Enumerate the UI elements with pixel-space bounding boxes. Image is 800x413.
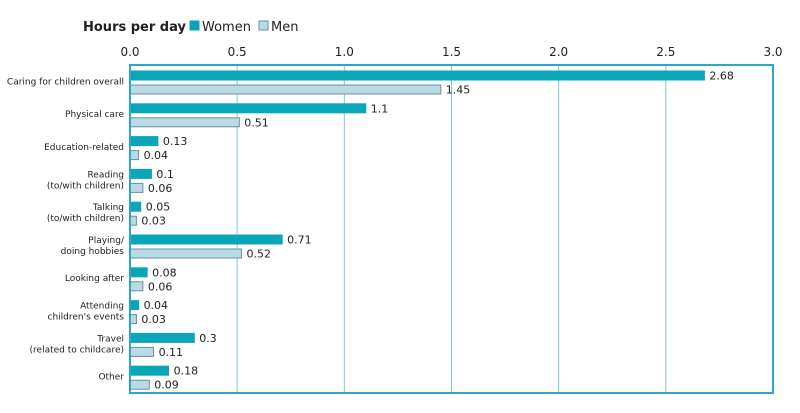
bar-men bbox=[129, 182, 144, 193]
bar-women bbox=[129, 267, 148, 278]
legend-swatch-men bbox=[258, 20, 269, 31]
data-label-men: 0.06 bbox=[148, 182, 173, 195]
legend-label-men: Men bbox=[271, 20, 298, 35]
x-tick-label: 2.0 bbox=[549, 45, 568, 59]
legend-label-women: Women bbox=[202, 20, 251, 35]
data-label-women: 0.08 bbox=[152, 266, 177, 279]
bar-men bbox=[129, 117, 240, 128]
category-label: Playing/ bbox=[88, 236, 125, 246]
bars: 2.681.451.10.510.130.040.10.060.050.030.… bbox=[129, 70, 734, 392]
category-label: Travel bbox=[96, 334, 124, 344]
data-label-men: 0.09 bbox=[154, 379, 179, 392]
bar-women bbox=[129, 103, 367, 114]
data-label-men: 0.03 bbox=[141, 215, 166, 228]
bar-women bbox=[129, 70, 705, 81]
data-label-men: 0.06 bbox=[148, 280, 173, 293]
category-label: Attending bbox=[80, 302, 124, 312]
data-label-women: 0.13 bbox=[163, 135, 188, 148]
bar-men bbox=[129, 150, 140, 161]
gridlines bbox=[236, 65, 667, 393]
bar-women bbox=[129, 234, 283, 245]
x-tick-label: 3.0 bbox=[763, 45, 782, 59]
bar-women bbox=[129, 136, 159, 147]
x-tick-label: 2.5 bbox=[656, 45, 675, 59]
bar-women bbox=[129, 300, 140, 311]
legend: Hours per day Women Men bbox=[83, 20, 298, 35]
data-label-men: 1.45 bbox=[446, 84, 471, 97]
data-label-women: 2.68 bbox=[709, 70, 734, 83]
category-label: (related to childcare) bbox=[30, 345, 124, 355]
x-tick-label: 1.0 bbox=[335, 45, 354, 59]
data-label-men: 0.51 bbox=[244, 116, 269, 129]
data-label-women: 1.1 bbox=[371, 102, 389, 115]
category-label: Physical care bbox=[65, 110, 124, 120]
bar-men bbox=[129, 379, 150, 390]
bar-men bbox=[129, 84, 442, 95]
bar-women bbox=[129, 168, 152, 179]
bar-men bbox=[129, 346, 155, 357]
category-label: Other bbox=[98, 373, 124, 383]
category-label: children's events bbox=[48, 313, 125, 323]
x-axis-ticks: 0.0 0.5 1.0 1.5 2.0 2.5 3.0 bbox=[120, 45, 782, 59]
category-label: (to/with children) bbox=[47, 181, 124, 191]
data-label-women: 0.3 bbox=[199, 332, 217, 345]
data-label-men: 0.11 bbox=[159, 346, 184, 359]
legend-swatch-women bbox=[189, 20, 200, 31]
legend-title: Hours per day bbox=[83, 20, 186, 35]
data-label-women: 0.05 bbox=[146, 201, 171, 214]
category-label: Reading bbox=[87, 170, 124, 180]
data-label-men: 0.03 bbox=[141, 313, 166, 326]
data-label-men: 0.52 bbox=[246, 248, 271, 261]
x-tick-label: 0.5 bbox=[228, 45, 247, 59]
category-label: Talking bbox=[92, 203, 124, 213]
category-label: (to/with children) bbox=[47, 214, 124, 224]
category-label: Looking after bbox=[65, 274, 124, 284]
bar-women bbox=[129, 332, 195, 343]
bar-women bbox=[129, 201, 142, 212]
bar-women bbox=[129, 365, 170, 376]
bar-men bbox=[129, 248, 242, 259]
category-labels: Caring for children overall Physical care… bbox=[7, 77, 125, 382]
data-label-women: 0.71 bbox=[287, 234, 312, 247]
data-label-women: 0.18 bbox=[174, 365, 199, 378]
x-tick-label: 1.5 bbox=[442, 45, 461, 59]
data-label-women: 0.1 bbox=[156, 168, 174, 181]
plot-frame bbox=[129, 64, 774, 394]
x-tick-label: 0.0 bbox=[120, 45, 139, 59]
category-label: Caring for children overall bbox=[7, 77, 124, 87]
bar-men bbox=[129, 281, 144, 292]
category-label: doing hobbies bbox=[61, 247, 125, 257]
data-label-women: 0.04 bbox=[144, 299, 169, 312]
data-label-men: 0.04 bbox=[144, 149, 169, 162]
category-label: Education-related bbox=[44, 143, 124, 153]
